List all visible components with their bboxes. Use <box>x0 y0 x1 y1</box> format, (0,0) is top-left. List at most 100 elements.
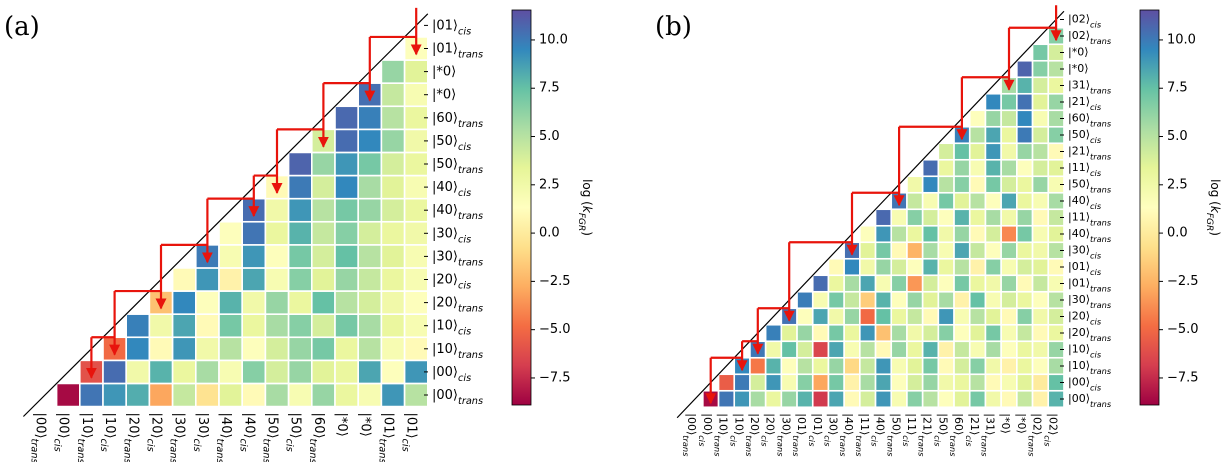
heat-cell <box>984 191 1002 211</box>
heat-cell <box>264 313 290 339</box>
heat-cell <box>310 290 336 315</box>
subscript: trans <box>1090 399 1112 409</box>
subscript: trans <box>949 435 959 457</box>
heat-cell <box>1031 125 1050 145</box>
subscript: cis <box>1090 382 1102 392</box>
heat-cell <box>874 274 893 293</box>
ket: |*0⟩ <box>432 87 456 102</box>
subscript: trans <box>1027 435 1037 457</box>
heat-cell <box>380 313 406 339</box>
heat-cell <box>874 224 893 244</box>
label-prefix: log ( <box>581 179 595 206</box>
heat-cell <box>195 290 220 315</box>
heat-cell <box>1031 307 1050 326</box>
heat-cell <box>310 151 336 177</box>
heat-cell <box>749 356 767 376</box>
heat-cell <box>733 389 751 409</box>
subscript: cis <box>99 439 110 452</box>
y-tick-label: |31⟩trans <box>1068 79 1112 96</box>
heat-cell <box>984 356 1002 376</box>
ket: |00⟩ <box>701 413 714 435</box>
heat-cell <box>1031 142 1050 161</box>
heat-cell <box>334 359 360 385</box>
heat-cell <box>874 389 893 409</box>
heat-cell <box>796 340 814 359</box>
subscript: cis <box>145 439 156 452</box>
colorbar-tick-label: 5.0 <box>1167 129 1188 144</box>
ket: |01⟩ <box>1068 277 1090 290</box>
heat-cell <box>287 244 313 269</box>
heat-cell <box>380 336 406 362</box>
ket: |01⟩ <box>811 413 824 435</box>
heat-cell <box>937 142 955 161</box>
ket: |20⟩ <box>432 272 458 287</box>
x-tick-label: |01⟩trans <box>377 413 396 462</box>
heat-cell <box>310 220 336 246</box>
ket: |40⟩ <box>432 180 458 195</box>
ket: |10⟩ <box>103 413 118 439</box>
heat-cell <box>811 356 830 376</box>
ket: |20⟩ <box>126 413 141 439</box>
y-tick-label: |20⟩cis <box>1068 310 1102 327</box>
heat-cell <box>195 382 220 408</box>
heat-cell <box>357 220 383 246</box>
ket: |31⟩ <box>983 413 996 435</box>
heat-cell <box>968 109 987 128</box>
subscript: trans <box>1090 151 1112 161</box>
ket: |*0⟩ <box>335 413 350 437</box>
heat-cell <box>1031 208 1050 227</box>
heat-cell <box>380 128 406 154</box>
heat-cell <box>906 356 924 376</box>
heat-cell <box>1000 257 1018 277</box>
heat-cell <box>357 290 383 315</box>
heat-cell <box>1016 224 1034 244</box>
ket: |40⟩ <box>219 413 234 439</box>
heat-cell <box>195 359 220 385</box>
heat-cell <box>1031 76 1050 95</box>
subscript: trans <box>1090 283 1112 293</box>
heat-cell <box>218 290 244 315</box>
heat-cell <box>906 191 924 211</box>
heat-cell <box>984 257 1002 277</box>
y-tick-label: |60⟩trans <box>432 110 483 129</box>
x-tick-label: |31⟩trans <box>980 413 997 457</box>
x-tick-label: |*0⟩ <box>999 413 1012 434</box>
ket: |*0⟩ <box>1015 413 1028 434</box>
heat-cell <box>953 373 971 392</box>
heat-cell <box>780 389 798 409</box>
heat-cell <box>357 313 383 339</box>
heat-cell <box>874 290 893 310</box>
heat-cell <box>874 340 893 359</box>
heat-cell <box>874 373 893 392</box>
x-tick-label: |11⟩cis <box>901 413 918 447</box>
heat-cell <box>1031 158 1050 178</box>
heat-cell <box>1000 125 1018 145</box>
heat-cell <box>843 356 861 376</box>
heat-cell <box>749 389 767 409</box>
subscript: cis <box>458 26 471 37</box>
ket: |*0⟩ <box>999 413 1012 434</box>
colorbar-tick-label: 5.0 <box>539 129 560 144</box>
heat-cell <box>1016 274 1034 293</box>
ket: |11⟩ <box>905 413 918 435</box>
heat-cell <box>827 323 845 343</box>
x-tick-label: |20⟩cis <box>145 413 164 452</box>
heat-cell <box>218 220 244 246</box>
heat-cell <box>906 307 924 326</box>
heat-cell <box>890 241 908 260</box>
ket: |00⟩ <box>685 413 698 435</box>
heat-cell <box>1031 43 1050 62</box>
heat-cell <box>264 382 290 408</box>
heat-cell <box>890 340 908 359</box>
heat-cell <box>921 290 940 310</box>
x-tick-label: |30⟩trans <box>776 413 793 457</box>
heat-cell <box>218 359 244 385</box>
heat-cell <box>906 290 924 310</box>
ket: |20⟩ <box>149 413 164 439</box>
heat-cell <box>859 307 877 326</box>
heat-cell <box>287 359 313 385</box>
heat-cell <box>764 373 783 392</box>
subscript: cis <box>458 372 471 383</box>
subscript: cis <box>933 435 943 447</box>
heat-cell <box>874 356 893 376</box>
